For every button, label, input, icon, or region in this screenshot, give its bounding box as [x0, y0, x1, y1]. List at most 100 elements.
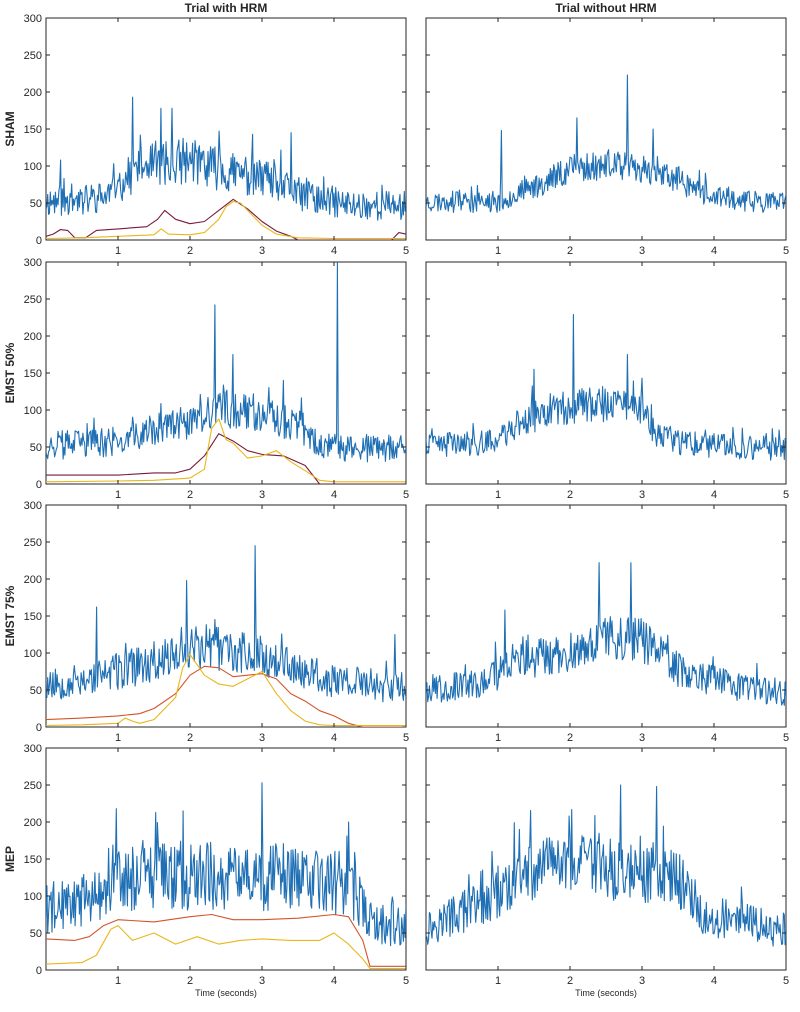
series-line-2	[46, 653, 406, 727]
subplot-7: 1 2 3 4 5 Time (seconds)	[425, 747, 789, 998]
x-tick-label: 4	[711, 245, 717, 257]
x-tick-label: 1	[495, 732, 501, 744]
x-tick-label: 1	[495, 975, 501, 987]
series-line-0	[426, 784, 786, 947]
x-tick-label: 3	[259, 732, 265, 744]
x-tick-label: 2	[187, 489, 193, 501]
x-tick-label: 2	[187, 732, 193, 744]
series-group	[46, 782, 406, 970]
y-tick-label: 100	[24, 405, 42, 417]
x-tick-label: 2	[567, 732, 573, 744]
row-label-sham: SHAM	[3, 111, 17, 146]
y-tick-label: 100	[24, 891, 42, 903]
x-tick-label: 3	[639, 732, 645, 744]
series-line-2	[46, 925, 406, 970]
x-tick-label: 5	[783, 245, 789, 257]
x-tick-label: 3	[639, 975, 645, 987]
series-line-2	[46, 418, 406, 483]
x-tick-label: 2	[567, 975, 573, 987]
y-tick-label: 50	[30, 198, 42, 210]
x-tick-label: 5	[783, 975, 789, 987]
series-group	[46, 96, 406, 240]
series-line-2	[46, 200, 406, 240]
x-tick-label: 4	[331, 975, 337, 987]
row-label-emst75: EMST 75%	[3, 585, 17, 646]
series-line-1	[46, 665, 406, 727]
x-tick-label: 4	[331, 489, 337, 501]
series-line-0	[46, 545, 406, 703]
y-tick-label: 250	[24, 537, 42, 549]
series-line-0	[46, 262, 406, 463]
column-title-without-hrm: Trial without HRM	[555, 1, 656, 15]
y-tick-label: 0	[36, 722, 42, 734]
series-line-0	[426, 313, 786, 461]
x-axis-label: Time (seconds)	[575, 988, 637, 998]
series-group	[426, 313, 786, 461]
y-tick-label: 150	[24, 854, 42, 866]
y-tick-label: 150	[24, 368, 42, 380]
x-tick-label: 5	[403, 975, 409, 987]
series-line-0	[46, 96, 406, 221]
y-tick-label: 0	[36, 965, 42, 977]
axes-frame	[425, 17, 787, 241]
series-line-0	[426, 74, 786, 214]
series-group	[426, 784, 786, 947]
subplot-5: 1 2 3 4 5	[425, 504, 789, 744]
x-tick-label: 1	[495, 245, 501, 257]
y-tick-label: 200	[24, 331, 42, 343]
y-tick-label: 250	[24, 780, 42, 792]
x-tick-label: 2	[567, 245, 573, 257]
x-tick-label: 1	[115, 489, 121, 501]
series-group	[426, 74, 786, 214]
x-tick-label: 3	[259, 975, 265, 987]
x-tick-label: 4	[331, 732, 337, 744]
x-tick-label: 1	[115, 732, 121, 744]
x-tick-label: 2	[187, 975, 193, 987]
y-tick-label: 300	[24, 257, 42, 269]
y-tick-label: 0	[36, 235, 42, 247]
series-line-0	[426, 562, 786, 706]
x-tick-label: 5	[403, 245, 409, 257]
x-tick-label: 2	[187, 245, 193, 257]
y-tick-label: 200	[24, 87, 42, 99]
x-tick-label: 4	[711, 489, 717, 501]
series-group	[426, 562, 786, 706]
x-tick-label: 3	[639, 489, 645, 501]
x-tick-label: 3	[259, 489, 265, 501]
axes-frame	[45, 747, 407, 971]
x-tick-label: 2	[567, 489, 573, 501]
x-tick-label: 1	[115, 245, 121, 257]
y-tick-label: 150	[24, 124, 42, 136]
subplot-1: 1 2 3 4 5	[425, 17, 789, 257]
row-label-mep: MEP	[3, 846, 17, 872]
x-tick-label: 4	[331, 245, 337, 257]
subplot-3: 1 2 3 4 5	[425, 261, 789, 501]
series-line-0	[46, 782, 406, 947]
y-tick-label: 200	[24, 574, 42, 586]
axes-frame	[45, 504, 407, 728]
x-tick-label: 4	[711, 732, 717, 744]
column-title-with-hrm: Trial with HRM	[185, 1, 268, 15]
x-tick-label: 5	[403, 489, 409, 501]
y-tick-label: 150	[24, 611, 42, 623]
row-label-emst50: EMST 50%	[3, 342, 17, 403]
x-axis-label: Time (seconds)	[195, 988, 257, 998]
x-tick-label: 5	[403, 732, 409, 744]
series-line-1	[46, 913, 406, 967]
y-tick-label: 300	[24, 500, 42, 512]
y-tick-label: 100	[24, 648, 42, 660]
x-tick-label: 3	[639, 245, 645, 257]
series-group	[46, 545, 406, 727]
y-tick-label: 200	[24, 817, 42, 829]
y-tick-label: 50	[30, 928, 42, 940]
y-tick-label: 250	[24, 294, 42, 306]
y-tick-label: 100	[24, 161, 42, 173]
x-tick-label: 3	[259, 245, 265, 257]
y-tick-label: 250	[24, 50, 42, 62]
